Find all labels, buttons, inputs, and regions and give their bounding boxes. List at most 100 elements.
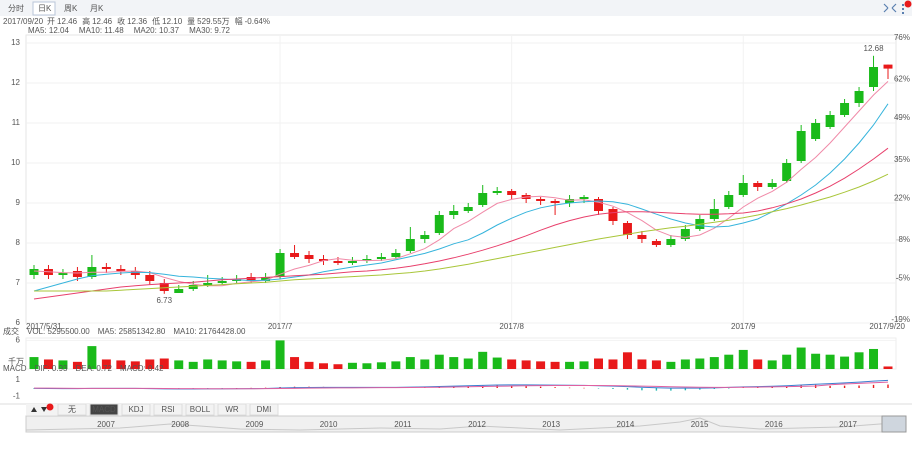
- y2-tick-label: 62%: [894, 75, 910, 84]
- menu-icon: [902, 12, 904, 14]
- menu-icon[interactable]: [902, 4, 904, 6]
- candle-body: [72, 271, 82, 277]
- indicator-tab-bg[interactable]: [185, 403, 215, 416]
- macd-bar: [626, 388, 629, 390]
- x-tick-label: 2017/8: [499, 322, 524, 331]
- macd-bar: [670, 388, 672, 391]
- indicator-tab[interactable]: DMI: [257, 405, 272, 414]
- plot-frame: [25, 34, 897, 324]
- macd-bar: [699, 388, 701, 390]
- timeline-year: 2014: [617, 420, 635, 429]
- tab-selected-box: [32, 1, 56, 16]
- navigator-handle[interactable]: [881, 415, 907, 433]
- macd-bar: [641, 388, 643, 391]
- volume-legend: VOL: 5295500.00: [27, 327, 90, 336]
- candle-body: [594, 199, 603, 211]
- quote-label: 幅: [235, 16, 243, 26]
- quote-date: 2017/09/20: [3, 17, 44, 26]
- timeline-year: 2017: [839, 420, 857, 429]
- volume-bar: [217, 360, 227, 369]
- indicator-tab-bg[interactable]: [249, 403, 279, 416]
- indicator-tab[interactable]: RSI: [161, 405, 174, 414]
- indicator-tab-bg[interactable]: [217, 403, 247, 416]
- candle-body: [420, 235, 430, 239]
- volume-bar: [492, 357, 502, 369]
- ma-legend: MA20: 10.37: [134, 26, 180, 35]
- x-tick-label: 2017/9: [731, 322, 756, 331]
- badge: [904, 0, 912, 8]
- y-tick-label: 12: [11, 78, 20, 87]
- y-tick-label: 11: [12, 118, 21, 127]
- candle-body: [550, 201, 560, 203]
- ma-line: [34, 173, 889, 292]
- quote-value: 12.46: [92, 17, 113, 26]
- candle-body: [651, 241, 661, 245]
- indicator-tab[interactable]: WR: [225, 405, 239, 414]
- indicator-tab-bg[interactable]: [57, 403, 87, 416]
- indicator-tab-bg[interactable]: [153, 403, 183, 416]
- badge: [46, 403, 54, 411]
- candle-body: [391, 253, 401, 257]
- indicator-tab[interactable]: KDJ: [128, 405, 143, 414]
- volume-bar: [434, 354, 444, 369]
- candle-body: [767, 183, 777, 187]
- y2-tick-label: 22%: [894, 193, 910, 202]
- quote-value: 12.46: [57, 17, 78, 26]
- y-tick-label: 6: [16, 318, 21, 327]
- candle-body: [275, 253, 285, 277]
- fullscreen-icon[interactable]: [883, 3, 897, 13]
- toggle-arrows[interactable]: [31, 407, 47, 412]
- indicator-tab[interactable]: MACD: [92, 405, 116, 414]
- candle-body: [463, 207, 473, 211]
- y-tick-label: 8: [16, 238, 21, 247]
- volume-bar: [536, 361, 546, 369]
- y-tick-label: 9: [16, 198, 21, 207]
- timeline-year: 2011: [394, 420, 412, 429]
- candle-body: [492, 191, 502, 193]
- macd-bar: [510, 385, 513, 388]
- indicator-tab-bg[interactable]: [121, 403, 151, 416]
- candle-body: [246, 277, 256, 281]
- candle-body: [796, 131, 806, 161]
- candle-body: [724, 195, 734, 207]
- volume-bar: [58, 360, 68, 369]
- volume-bar: [101, 359, 111, 369]
- indicator-tab[interactable]: 无: [68, 405, 76, 414]
- period-tab[interactable]: 分时: [8, 3, 24, 13]
- volume-bar: [651, 360, 661, 369]
- timeline-year: 2009: [246, 420, 264, 429]
- macd-bar: [554, 387, 556, 388]
- volume-bar: [304, 361, 314, 369]
- candle-body: [261, 277, 271, 281]
- x-tick-label: 2017/5/31: [26, 322, 62, 331]
- candle-body: [159, 283, 169, 291]
- y-tick-label: 13: [11, 38, 20, 47]
- volume-bar: [666, 361, 676, 369]
- top-bar: [0, 0, 912, 16]
- period-tab[interactable]: 月K: [90, 4, 104, 13]
- volume-bar: [594, 358, 603, 369]
- candle-body: [782, 163, 792, 181]
- volume-unit: 千万: [8, 356, 24, 366]
- candle-body: [217, 281, 227, 283]
- macd-bar: [612, 388, 614, 389]
- candle-body: [565, 199, 575, 203]
- indicator-tab-bg[interactable]: [89, 403, 119, 416]
- volume-bar: [319, 363, 328, 369]
- indicator-tab[interactable]: BOLL: [190, 405, 211, 414]
- menu-icon: [902, 8, 904, 10]
- y-tick-label: 7: [16, 278, 21, 287]
- quote-label: 高: [82, 16, 90, 26]
- period-tab[interactable]: 周K: [64, 4, 78, 13]
- volume-bar: [782, 354, 792, 369]
- volume-bar: [145, 359, 155, 369]
- y-tick-label: 1: [16, 375, 21, 384]
- volume-bar: [275, 340, 285, 369]
- macd-bar: [728, 388, 730, 389]
- candle-body: [362, 259, 372, 261]
- volume-bar: [521, 360, 531, 369]
- timeline-year: 2008: [171, 420, 189, 429]
- candle-body: [101, 267, 111, 269]
- period-tab[interactable]: 日K: [38, 4, 52, 13]
- quote-value: -0.64%: [245, 17, 270, 26]
